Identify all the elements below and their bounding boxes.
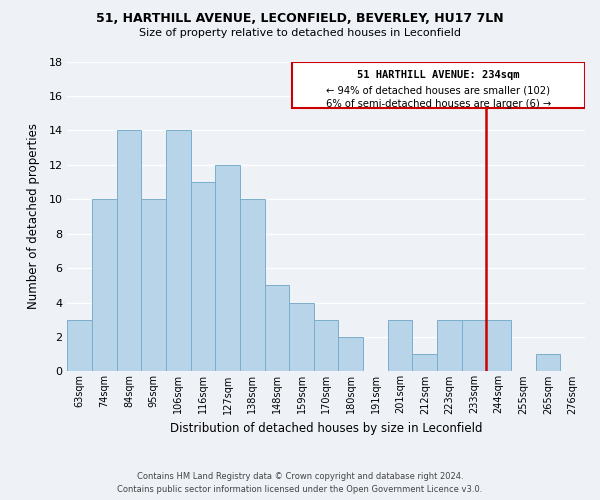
X-axis label: Distribution of detached houses by size in Leconfield: Distribution of detached houses by size … (170, 422, 482, 435)
Text: 51 HARTHILL AVENUE: 234sqm: 51 HARTHILL AVENUE: 234sqm (357, 70, 520, 80)
Bar (265, 286, 289, 372)
Bar (67, 320, 92, 372)
Bar (289, 302, 314, 372)
Bar (462, 320, 487, 372)
Bar (116, 130, 141, 372)
FancyBboxPatch shape (292, 62, 585, 108)
Text: Contains HM Land Registry data © Crown copyright and database right 2024.
Contai: Contains HM Land Registry data © Crown c… (118, 472, 482, 494)
Bar (191, 182, 215, 372)
Bar (92, 199, 116, 372)
Text: 6% of semi-detached houses are larger (6) →: 6% of semi-detached houses are larger (6… (326, 98, 551, 108)
Bar (412, 354, 437, 372)
Text: Size of property relative to detached houses in Leconfield: Size of property relative to detached ho… (139, 28, 461, 38)
Bar (166, 130, 191, 372)
Bar (215, 165, 240, 372)
Bar (536, 354, 560, 372)
Text: 51, HARTHILL AVENUE, LECONFIELD, BEVERLEY, HU17 7LN: 51, HARTHILL AVENUE, LECONFIELD, BEVERLE… (96, 12, 504, 26)
Bar (314, 320, 338, 372)
Bar (437, 320, 462, 372)
Bar (487, 320, 511, 372)
Y-axis label: Number of detached properties: Number of detached properties (27, 124, 40, 310)
Text: ← 94% of detached houses are smaller (102): ← 94% of detached houses are smaller (10… (326, 86, 550, 96)
Bar (141, 199, 166, 372)
Bar (338, 337, 363, 372)
Bar (240, 199, 265, 372)
Bar (388, 320, 412, 372)
